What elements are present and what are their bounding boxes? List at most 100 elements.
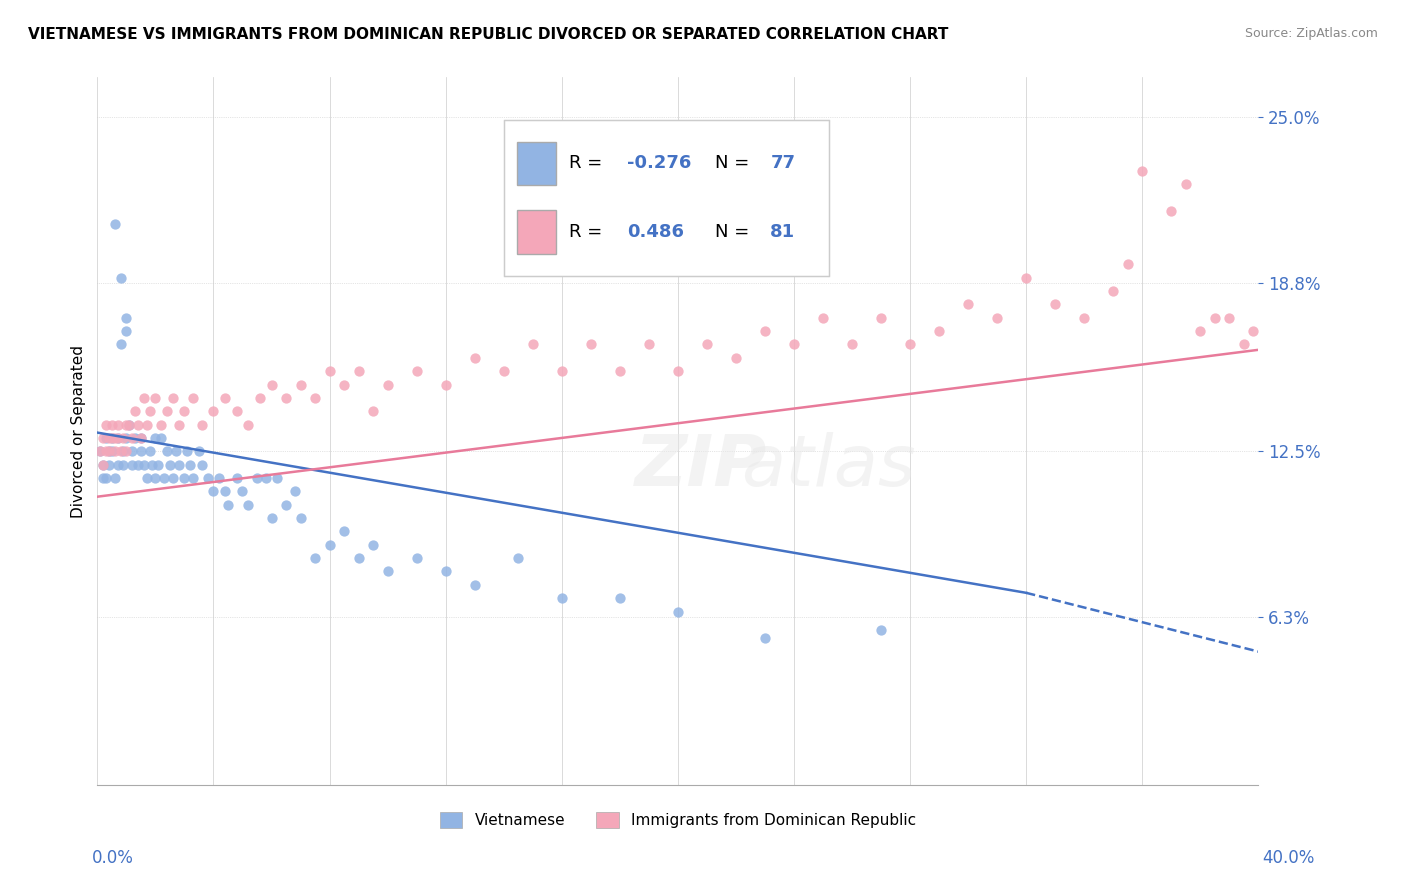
Point xyxy=(274,391,297,405)
Point xyxy=(405,364,427,378)
Point xyxy=(107,431,129,445)
Point xyxy=(112,444,135,458)
Point xyxy=(249,391,271,405)
Point xyxy=(129,431,152,445)
Point xyxy=(666,364,689,378)
Point xyxy=(464,351,486,365)
Point xyxy=(181,391,204,405)
Y-axis label: Divorced or Separated: Divorced or Separated xyxy=(72,345,86,517)
Point xyxy=(167,458,190,472)
Point xyxy=(101,431,124,445)
Point xyxy=(225,404,247,418)
Point xyxy=(132,458,155,472)
Point xyxy=(214,391,236,405)
Point xyxy=(97,458,120,472)
Point xyxy=(214,484,236,499)
Point xyxy=(225,471,247,485)
Point xyxy=(101,444,124,458)
Point xyxy=(1160,204,1182,219)
Point xyxy=(97,431,120,445)
Point xyxy=(260,377,283,392)
Point xyxy=(101,431,124,445)
Point xyxy=(97,444,120,458)
Point xyxy=(110,270,132,285)
Point xyxy=(1241,324,1264,338)
Text: Source: ZipAtlas.com: Source: ZipAtlas.com xyxy=(1244,27,1378,40)
Point xyxy=(1116,257,1139,271)
Point xyxy=(522,337,544,351)
Point xyxy=(162,391,184,405)
Point xyxy=(94,417,117,432)
Point xyxy=(304,391,326,405)
Point xyxy=(202,484,225,499)
Point xyxy=(135,417,157,432)
Point xyxy=(118,417,141,432)
Point xyxy=(260,511,283,525)
Point xyxy=(928,324,950,338)
Point xyxy=(115,431,138,445)
Point xyxy=(191,417,214,432)
Point xyxy=(115,324,138,338)
Point xyxy=(104,444,127,458)
Point xyxy=(957,297,980,311)
Point xyxy=(121,458,143,472)
Point xyxy=(104,471,127,485)
Point xyxy=(121,431,143,445)
Point xyxy=(153,471,176,485)
Point xyxy=(173,404,195,418)
Point xyxy=(333,524,356,539)
Point xyxy=(464,578,486,592)
Point xyxy=(231,484,253,499)
Point xyxy=(187,444,209,458)
Point xyxy=(609,591,631,606)
Point xyxy=(127,458,149,472)
Text: VIETNAMESE VS IMMIGRANTS FROM DOMINICAN REPUBLIC DIVORCED OR SEPARATED CORRELATI: VIETNAMESE VS IMMIGRANTS FROM DOMINICAN … xyxy=(28,27,949,42)
Point xyxy=(238,417,260,432)
Legend: Vietnamese, Immigrants from Dominican Republic: Vietnamese, Immigrants from Dominican Re… xyxy=(433,805,922,834)
Point xyxy=(1102,284,1125,298)
Point xyxy=(254,471,277,485)
Point xyxy=(141,458,163,472)
Point xyxy=(1130,164,1153,178)
Point xyxy=(115,444,138,458)
Point xyxy=(162,471,184,485)
Point xyxy=(150,431,173,445)
Point xyxy=(129,444,152,458)
Point xyxy=(208,471,231,485)
Point xyxy=(290,511,312,525)
Point xyxy=(637,337,659,351)
Point xyxy=(434,565,457,579)
Point xyxy=(127,417,149,432)
Text: 0.0%: 0.0% xyxy=(91,849,134,867)
Point xyxy=(333,377,356,392)
Point xyxy=(841,337,863,351)
Point xyxy=(112,458,135,472)
Point xyxy=(132,391,155,405)
Point xyxy=(609,364,631,378)
Point xyxy=(124,404,146,418)
Point xyxy=(124,431,146,445)
Point xyxy=(754,631,776,645)
Point xyxy=(101,417,124,432)
Point xyxy=(91,458,114,472)
Point xyxy=(811,310,834,325)
Point xyxy=(274,498,297,512)
Point xyxy=(1233,337,1256,351)
Text: 40.0%: 40.0% xyxy=(1263,849,1315,867)
Point xyxy=(551,364,574,378)
Point xyxy=(191,458,214,472)
Point xyxy=(115,310,138,325)
Point xyxy=(986,310,1008,325)
Point xyxy=(434,377,457,392)
Point xyxy=(179,458,201,472)
Point xyxy=(91,471,114,485)
Point xyxy=(150,417,173,432)
Point xyxy=(91,458,114,472)
Point xyxy=(696,337,718,351)
Point xyxy=(361,538,384,552)
Point xyxy=(104,431,127,445)
Point xyxy=(304,551,326,566)
Point xyxy=(145,471,167,485)
Point xyxy=(1174,178,1197,192)
Point xyxy=(118,417,141,432)
